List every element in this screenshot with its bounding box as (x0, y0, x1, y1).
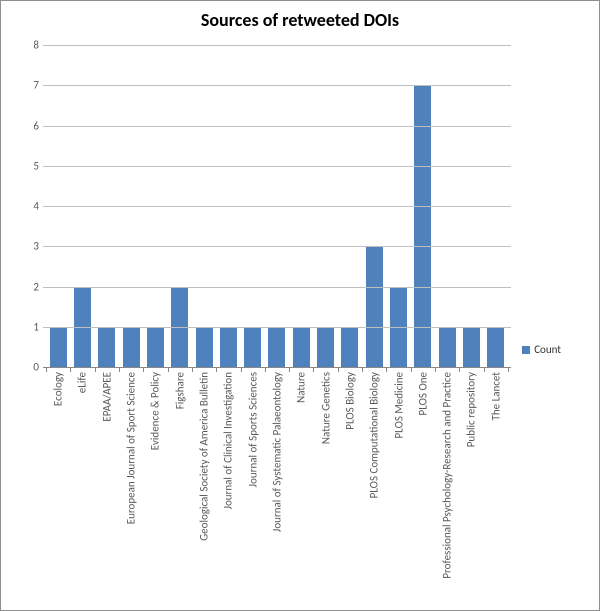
x-tick-label: eLife (76, 372, 89, 393)
grid-line (43, 246, 511, 247)
bar (220, 327, 237, 367)
chart-container: Sources of retweeted DOIs 012345678 Ecol… (0, 0, 600, 611)
bar (366, 246, 383, 367)
y-tick-label: 0 (23, 361, 39, 374)
bar (98, 327, 115, 367)
y-tick-label: 1 (23, 320, 39, 333)
x-tick (289, 367, 290, 372)
legend-swatch (522, 346, 530, 354)
bar (341, 327, 358, 367)
x-tick-label: Professional Psychology-Research and Pra… (441, 372, 454, 579)
x-tick (386, 367, 387, 372)
bar (414, 85, 431, 367)
y-tick-label: 3 (23, 240, 39, 253)
x-tick (46, 367, 47, 372)
grid-line (43, 206, 511, 207)
x-tick-label: Evidence & Policy (149, 372, 162, 450)
grid-line (43, 45, 511, 46)
x-tick-label: PLOS One (416, 372, 429, 415)
x-tick-label: PLOS Biology (343, 372, 356, 430)
y-tick-label: 6 (23, 119, 39, 132)
x-tick-label: European Journal of Sport Science (125, 372, 138, 524)
x-tick (168, 367, 169, 372)
bar (123, 327, 140, 367)
y-tick-label: 2 (23, 280, 39, 293)
bar (244, 327, 261, 367)
x-tick (265, 367, 266, 372)
grid-line (43, 327, 511, 328)
x-tick (192, 367, 193, 372)
grid-line (43, 126, 511, 127)
x-tick (338, 367, 339, 372)
bar (439, 327, 456, 367)
plot-area: 012345678 (43, 45, 511, 368)
x-tick-label: Ecology (52, 372, 65, 406)
x-tick (241, 367, 242, 372)
chart-title: Sources of retweeted DOIs (1, 9, 599, 31)
grid-line (43, 85, 511, 86)
x-tick-label: EPAA/APEE (100, 372, 113, 422)
x-tick-label: PLOS Computational Biology (368, 372, 381, 498)
y-tick-label: 7 (23, 79, 39, 92)
x-tick (70, 367, 71, 372)
grid-line (43, 287, 511, 288)
bar (317, 327, 334, 367)
bar (268, 327, 285, 367)
bar (293, 327, 310, 367)
x-tick-label: Nature Genetics (319, 372, 332, 444)
x-tick-label: Geological Society of America Bulletin (198, 372, 211, 541)
bar (147, 327, 164, 367)
x-tick-label: The Lancet (489, 372, 502, 421)
x-tick-label: Public repository (465, 372, 478, 447)
y-tick-label: 4 (23, 200, 39, 213)
x-tick (484, 367, 485, 372)
x-tick (313, 367, 314, 372)
legend-label: Count (534, 343, 561, 356)
x-tick (216, 367, 217, 372)
grid-line (43, 166, 511, 167)
x-tick (411, 367, 412, 372)
x-tick (143, 367, 144, 372)
x-tick (95, 367, 96, 372)
x-tick-label: PLOS Medicine (392, 372, 405, 439)
x-tick-label: Figshare (173, 372, 186, 409)
y-tick-label: 5 (23, 159, 39, 172)
x-tick (362, 367, 363, 372)
x-tick-label: Journal of Systematic Palaeontology (270, 372, 283, 532)
x-tick-label: Journal of Sports Sciences (246, 372, 259, 487)
x-tick (435, 367, 436, 372)
bar (50, 327, 67, 367)
y-tick-label: 8 (23, 39, 39, 52)
legend: Count (522, 343, 561, 356)
x-tick (119, 367, 120, 372)
x-tick (508, 367, 509, 372)
x-tick (459, 367, 460, 372)
bar (196, 327, 213, 367)
x-tick-label: Nature (295, 372, 308, 403)
x-tick-label: Journal of Clinical Investigation (222, 372, 235, 510)
bar (487, 327, 504, 367)
bar (463, 327, 480, 367)
